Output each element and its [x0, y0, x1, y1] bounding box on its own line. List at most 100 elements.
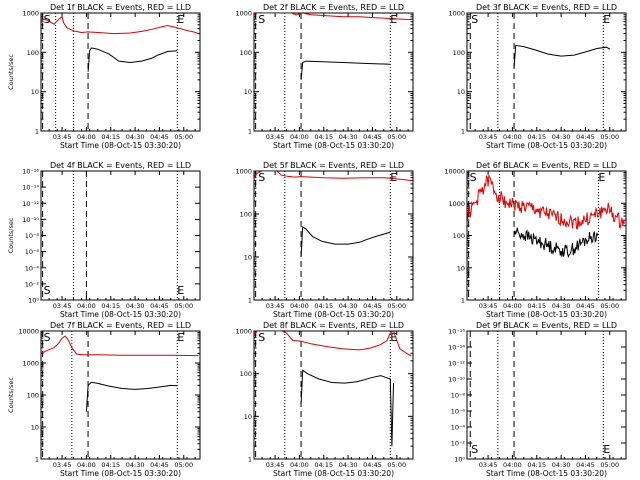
x-tick-label: 04:15 [527, 461, 546, 469]
y-tick-label: 10⁻¹² [22, 200, 39, 208]
y-tick-label: 1000 [235, 10, 252, 18]
start-marker: S [44, 13, 51, 26]
start-marker: S [258, 171, 265, 184]
x-tick-label: 04:00 [290, 133, 309, 141]
x-axis-label: Start Time (08-Oct-15 03:30:20) [60, 469, 181, 478]
panel-title: Det 2f BLACK = Events, RED = LLD [263, 3, 404, 12]
y-tick-label: 10⁻² [451, 440, 466, 448]
x-tick-label: 03:45 [53, 302, 72, 310]
x-axis-label: Start Time (08-Oct-15 03:30:20) [60, 310, 181, 319]
panel-p6: Det 6f BLACK = Events, RED = LLD 03:45 04:… [444, 161, 627, 319]
x-tick-label: 04:45 [363, 133, 382, 141]
panel-p5: Det 5f BLACK = Events, RED = LLD 03:45 04:… [235, 161, 414, 319]
x-tick-label: 03:45 [53, 461, 72, 469]
y-tick-label: 1 [35, 456, 39, 464]
end-marker: E [603, 443, 610, 456]
x-axis-label: Start Time (08-Oct-15 03:30:20) [486, 141, 607, 150]
x-tick-label: 04:15 [314, 461, 333, 469]
x-tick-label: 04:30 [126, 133, 145, 141]
panel-p8: Det 8f BLACK = Events, RED = LLD 03:45 04:… [235, 321, 414, 478]
panel-p9: Det 9f BLACK = Events, RED = LLD 03:45 04:… [448, 321, 627, 478]
panel-p3: Det 3f BLACK = Events, RED = LLD 03:45 04:… [448, 3, 627, 150]
x-axis-label: Start Time (08-Oct-15 03:30:20) [60, 141, 181, 150]
y-tick-label: 10⁻⁴ [25, 264, 40, 272]
y-tick-label: 100 [240, 211, 252, 219]
x-tick-label: 05:00 [174, 133, 193, 141]
end-marker: E [177, 13, 184, 26]
y-tick-label: 10⁻¹⁰ [22, 216, 39, 224]
plot-frame [253, 170, 414, 301]
x-tick-label: 04:15 [101, 461, 120, 469]
y-tick-label: 10⁻¹⁰ [448, 376, 465, 384]
y-tick-label: 100 [27, 49, 39, 57]
x-tick-label: 04:00 [77, 302, 96, 310]
x-tick-label: 03:45 [479, 461, 498, 469]
panel-title: Det 7f BLACK = Events, RED = LLD [50, 321, 191, 330]
plot-frame [40, 170, 201, 301]
plot-frame [253, 330, 414, 460]
x-tick-label: 04:45 [576, 461, 595, 469]
x-tick-label: 04:45 [363, 461, 382, 469]
y-tick-label: 1 [461, 128, 465, 136]
y-tick-label: 1000 [22, 360, 39, 368]
x-axis-label: Start Time (08-Oct-15 03:30:20) [273, 469, 394, 478]
series-events-line [513, 44, 611, 69]
start-marker: S [44, 284, 51, 297]
panel-p1: Det 1f BLACK = Events, RED = LLD 03:45 04:… [7, 3, 201, 150]
y-tick-label: 100 [27, 392, 39, 400]
series-lld-line [467, 174, 625, 230]
series-events-line [513, 227, 599, 258]
x-tick-label: 04:45 [576, 133, 595, 141]
panel-title: Det 3f BLACK = Events, RED = LLD [476, 3, 617, 12]
y-tick-label: 10⁻⁴ [451, 424, 466, 432]
x-tick-label: 04:15 [314, 133, 333, 141]
y-tick-label: 10 [244, 254, 252, 262]
y-tick-label: 1 [35, 128, 39, 136]
plot-frame [40, 330, 201, 460]
x-tick-label: 05:00 [387, 302, 406, 310]
y-tick-label: 100 [240, 370, 252, 378]
plot-frame [466, 12, 627, 132]
x-tick-label: 04:00 [77, 461, 96, 469]
y-axis-label: Counts/sec [7, 377, 15, 413]
y-tick-label: 100 [453, 49, 465, 57]
panel-title: Det 6f BLACK = Events, RED = LLD [476, 161, 617, 170]
x-tick-label: 05:00 [387, 133, 406, 141]
start-marker: S [44, 331, 51, 344]
x-tick-label: 04:45 [150, 461, 169, 469]
y-tick-label: 10⁻¹⁴ [22, 184, 39, 192]
x-tick-label: 05:00 [600, 302, 619, 310]
x-tick-label: 04:30 [552, 302, 571, 310]
y-tick-label: 10 [31, 88, 39, 96]
x-tick-label: 04:15 [527, 133, 546, 141]
start-marker: S [258, 331, 265, 344]
x-tick-label: 03:45 [266, 302, 285, 310]
panel-p4: Det 4f BLACK = Events, RED = LLD 03:45 04:… [7, 161, 201, 319]
y-tick-label: 1 [248, 128, 252, 136]
x-tick-label: 04:15 [101, 133, 120, 141]
x-tick-label: 04:00 [503, 133, 522, 141]
panel-title: Det 1f BLACK = Events, RED = LLD [50, 3, 191, 12]
x-axis-label: Start Time (08-Oct-15 03:30:20) [273, 310, 394, 319]
x-tick-label: 05:00 [600, 461, 619, 469]
y-tick-label: 10⁻⁶ [451, 408, 466, 416]
x-tick-label: 05:00 [174, 302, 193, 310]
start-marker: S [471, 13, 478, 26]
x-tick-label: 03:45 [479, 302, 498, 310]
y-tick-label: 10⁻¹² [448, 360, 465, 368]
x-tick-label: 04:45 [576, 302, 595, 310]
x-tick-label: 04:00 [503, 302, 522, 310]
y-tick-label: 10⁰ [28, 297, 39, 305]
y-tick-label: 10⁻¹⁶ [448, 328, 465, 336]
plot-frame [40, 12, 201, 132]
plot-frame [466, 170, 627, 301]
x-tick-label: 04:15 [527, 302, 546, 310]
y-tick-label: 10 [457, 88, 465, 96]
x-tick-label: 04:45 [150, 302, 169, 310]
x-tick-label: 05:00 [600, 133, 619, 141]
x-tick-label: 04:30 [339, 461, 358, 469]
y-tick-label: 1 [248, 297, 252, 305]
end-marker: E [390, 171, 397, 184]
end-marker: E [390, 13, 397, 26]
series-events-line [87, 47, 178, 72]
